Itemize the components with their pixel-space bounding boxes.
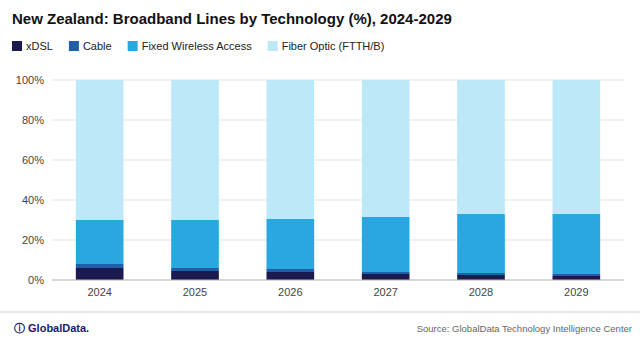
bar-segment: [362, 274, 410, 280]
bar-segment: [171, 268, 219, 271]
bar-segment: [171, 271, 219, 280]
bar-segment: [362, 217, 410, 272]
y-tick-label: 0%: [28, 274, 44, 286]
grid-line: [52, 160, 624, 161]
bar-segment: [267, 269, 315, 272]
x-tick-label: 2027: [373, 286, 397, 298]
grid-line: [52, 120, 624, 121]
bar-segment: [267, 219, 315, 269]
bar-segment: [457, 275, 505, 280]
x-tick-label: 2028: [469, 286, 493, 298]
legend-swatch: [12, 41, 22, 51]
legend-label: Fiber Optic (FTTH/B): [282, 40, 385, 52]
bars: [76, 80, 600, 280]
logo-text: ⓘ GlobalData.: [14, 322, 89, 334]
legend-label: Cable: [83, 40, 112, 52]
bar-segment: [457, 80, 505, 214]
bar-segment: [457, 214, 505, 273]
x-tick-label: 2025: [183, 286, 207, 298]
bar-segment: [553, 274, 601, 276]
legend-swatch: [69, 41, 79, 51]
bar-segment: [76, 220, 124, 264]
y-tick-label: 20%: [22, 234, 44, 246]
bar-segment: [553, 80, 601, 214]
bar-segment: [553, 276, 601, 280]
legend-label: Fixed Wireless Access: [142, 40, 253, 52]
bar-segment: [76, 264, 124, 268]
y-tick-label: 100%: [16, 74, 44, 86]
bar-segment: [553, 214, 601, 274]
y-tick-label: 60%: [22, 154, 44, 166]
legend-swatch: [268, 41, 278, 51]
bar-segment: [362, 272, 410, 274]
grid-line: [52, 80, 624, 81]
footer-separator: [0, 312, 640, 313]
y-tick-label: 80%: [22, 114, 44, 126]
bar-segment: [267, 80, 315, 219]
grid-line: [52, 240, 624, 241]
grid-line: [52, 200, 624, 201]
x-tick-label: 2024: [87, 286, 111, 298]
x-axis-line: [52, 280, 624, 281]
bar-segment: [76, 80, 124, 220]
chart: New Zealand: Broadband Lines by Technolo…: [0, 0, 640, 341]
bar-segment: [76, 268, 124, 280]
source-text: Source: GlobalData Technology Intelligen…: [417, 323, 632, 334]
x-tick-label: 2026: [278, 286, 302, 298]
grid-line: [52, 280, 624, 281]
x-tick-label: 2029: [564, 286, 588, 298]
legend-swatch: [128, 41, 138, 51]
y-tick-label: 40%: [22, 194, 44, 206]
bar-segment: [362, 80, 410, 217]
legend-label: xDSL: [26, 40, 53, 52]
bar-segment: [457, 273, 505, 275]
bar-segment: [171, 220, 219, 268]
bar-segment: [171, 80, 219, 220]
grid: [52, 80, 624, 280]
legend: xDSL Cable Fixed Wireless Access Fiber Opti…: [12, 40, 384, 52]
title: New Zealand: Broadband Lines by Technolo…: [12, 10, 452, 27]
bar-segment: [267, 272, 315, 280]
